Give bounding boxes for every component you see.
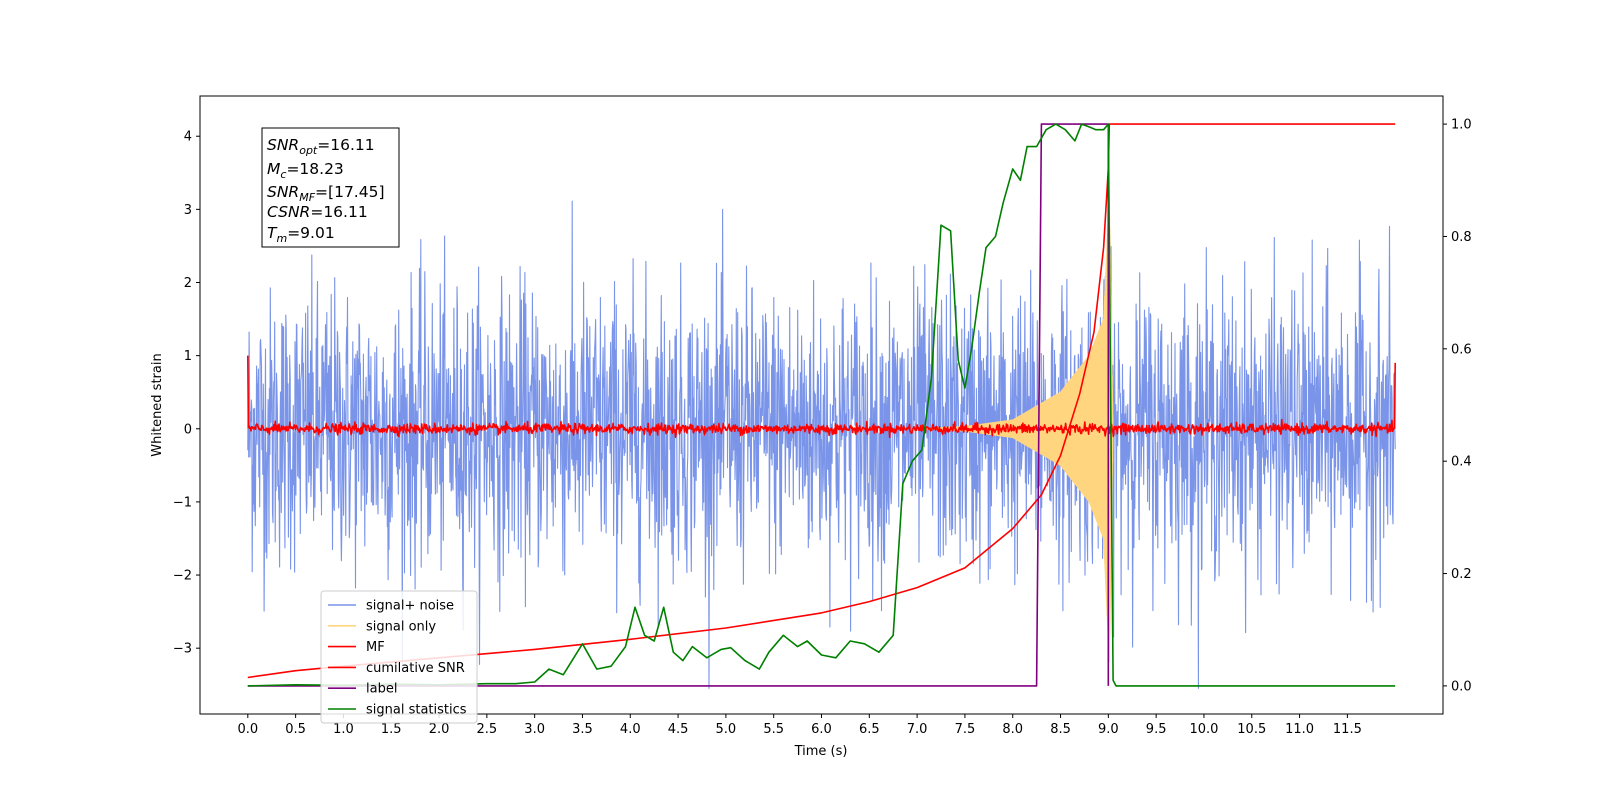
x-tick-label: 10.0 bbox=[1189, 722, 1218, 737]
x-tick-label: 5.5 bbox=[763, 722, 784, 737]
y-axis-left: −3 −2 −1 0 1 2 3 4 bbox=[173, 130, 200, 657]
series-line-signal-only bbox=[916, 196, 1114, 663]
x-axis-label: Time (s) bbox=[794, 744, 848, 759]
x-tick-label: 8.0 bbox=[1002, 722, 1023, 737]
x-tick-label: 9.0 bbox=[1098, 722, 1119, 737]
legend-label-signal-noise: signal+ noise bbox=[366, 599, 454, 614]
x-tick-label: 8.5 bbox=[1050, 722, 1071, 737]
series-line-signal-statistics bbox=[247, 123, 1396, 687]
x-tick-label: 11.5 bbox=[1333, 722, 1362, 737]
y-tick-label: 2 bbox=[184, 276, 192, 291]
y2-tick-label: 1.0 bbox=[1451, 118, 1472, 133]
x-tick-label: 4.0 bbox=[620, 722, 641, 737]
x-tick-label: 3.5 bbox=[572, 722, 593, 737]
legend-label-mf: MF bbox=[366, 640, 385, 655]
legend-label-cumilative-snr: cumilative SNR bbox=[366, 661, 465, 676]
y2-tick-label: 0.4 bbox=[1451, 455, 1472, 470]
annotation-mc: Mc=18.23 bbox=[267, 160, 344, 181]
y-axis-label: Whitened strain bbox=[150, 353, 165, 456]
annotation-csnr: CSNR=16.11 bbox=[267, 203, 368, 221]
x-tick-label: 11.0 bbox=[1285, 722, 1314, 737]
y-tick-label: 3 bbox=[184, 203, 192, 218]
x-tick-label: 9.5 bbox=[1146, 722, 1167, 737]
x-tick-label: 3.0 bbox=[524, 722, 545, 737]
x-tick-label: 2.5 bbox=[477, 722, 498, 737]
x-tick-label: 0.0 bbox=[237, 722, 258, 737]
series-line-signal-noise bbox=[247, 200, 1396, 689]
y2-tick-label: 0.6 bbox=[1451, 342, 1472, 357]
y-tick-label: 0 bbox=[184, 422, 192, 437]
legend-label-label: label bbox=[366, 682, 397, 697]
y-tick-label: −3 bbox=[173, 642, 192, 657]
x-tick-label: 2.0 bbox=[429, 722, 450, 737]
x-tick-label: 5.0 bbox=[716, 722, 737, 737]
annotation-box: SNRopt=16.11 Mc=18.23 SNRMF=[17.45] CSNR… bbox=[261, 127, 400, 248]
y-tick-label: −2 bbox=[173, 569, 192, 584]
y2-tick-label: 0.8 bbox=[1451, 230, 1472, 245]
annotation-snr-opt: SNRopt=16.11 bbox=[267, 136, 375, 157]
annotation-frame bbox=[261, 127, 400, 248]
annotation-snr-mf: SNRMF=[17.45] bbox=[267, 183, 385, 204]
legend-frame bbox=[320, 590, 478, 724]
series-line-mf bbox=[247, 355, 1396, 439]
y-tick-label: 4 bbox=[184, 130, 192, 145]
legend: signal+ noise signal only MF cumilative SNR… bbox=[320, 590, 478, 724]
x-tick-label: 6.5 bbox=[859, 722, 880, 737]
x-tick-label: 1.0 bbox=[333, 722, 354, 737]
annotation-tm: Tm=9.01 bbox=[267, 224, 335, 245]
x-axis: 0.0 0.5 1.0 1.5 2.0 2.5 3.0 3.5 4.0 4.5 5.0 5.5 6.0 6… bbox=[237, 714, 1362, 737]
x-tick-label: 1.5 bbox=[381, 722, 402, 737]
y-tick-label: 1 bbox=[184, 349, 192, 364]
y-tick-label: −1 bbox=[173, 495, 192, 510]
x-tick-label: 6.0 bbox=[811, 722, 832, 737]
x-tick-label: 4.5 bbox=[668, 722, 689, 737]
y2-tick-label: 0.0 bbox=[1451, 679, 1472, 694]
x-tick-label: 7.5 bbox=[955, 722, 976, 737]
x-tick-label: 7.0 bbox=[907, 722, 928, 737]
series-line-label bbox=[247, 123, 1110, 687]
y2-tick-label: 0.2 bbox=[1451, 567, 1472, 582]
series-layer bbox=[247, 123, 1396, 689]
legend-label-signal-only: signal only bbox=[366, 619, 436, 634]
x-tick-label: 10.5 bbox=[1237, 722, 1266, 737]
legend-label-signal-statistics: signal statistics bbox=[366, 703, 467, 718]
y-axis-right: 0.0 0.2 0.4 0.6 0.8 1.0 bbox=[1443, 118, 1472, 694]
x-tick-label: 0.5 bbox=[285, 722, 306, 737]
